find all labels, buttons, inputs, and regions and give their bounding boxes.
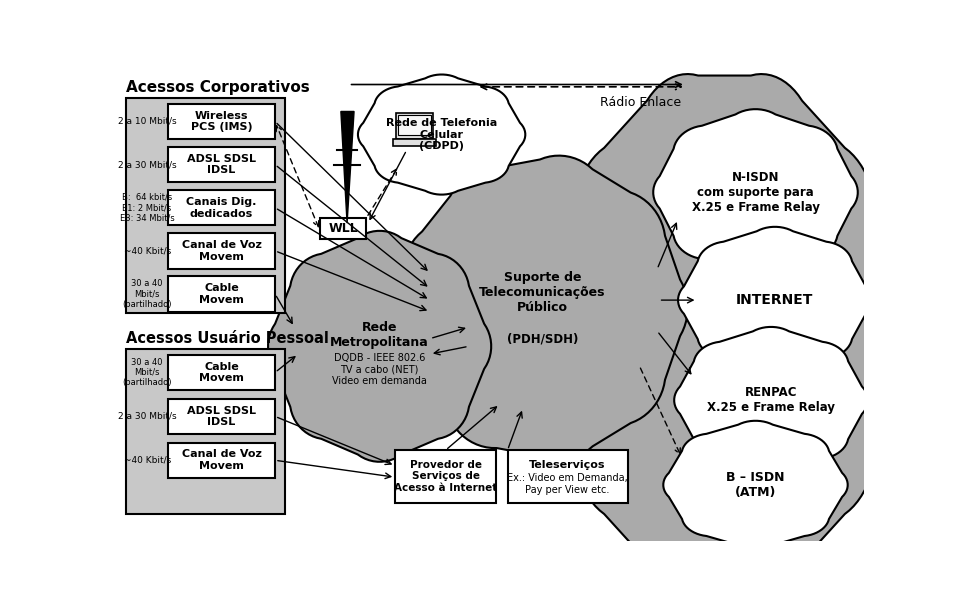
Polygon shape	[549, 74, 900, 588]
Text: ADSL SDSL
IDSL: ADSL SDSL IDSL	[187, 406, 256, 427]
Text: Cable
Movem: Cable Movem	[199, 283, 244, 305]
Text: RENPAC
X.25 e Frame Relay: RENPAC X.25 e Frame Relay	[707, 386, 835, 414]
Polygon shape	[403, 156, 687, 460]
Text: B – ISDN
(ATM): B – ISDN (ATM)	[727, 471, 784, 499]
Polygon shape	[663, 421, 848, 549]
Text: Acessos Corporativos: Acessos Corporativos	[126, 80, 310, 94]
Text: 2 a 30 Mbit/s: 2 a 30 Mbit/s	[118, 160, 177, 169]
FancyBboxPatch shape	[168, 104, 275, 139]
Text: ~40 Kbit/s: ~40 Kbit/s	[124, 456, 171, 465]
Text: Rede de Telefonia
Celular
(CDPD): Rede de Telefonia Celular (CDPD)	[386, 118, 497, 151]
Polygon shape	[358, 75, 525, 195]
FancyBboxPatch shape	[398, 116, 431, 136]
Text: 2 a 30 Mbit/s: 2 a 30 Mbit/s	[118, 412, 177, 421]
Text: Wireless
PCS (IMS): Wireless PCS (IMS)	[191, 111, 252, 133]
Polygon shape	[678, 227, 872, 373]
Text: Acessos Usuário Pessoal: Acessos Usuário Pessoal	[126, 331, 329, 345]
Text: INTERNET: INTERNET	[736, 293, 813, 307]
Text: 2 a 10 Mbit/s: 2 a 10 Mbit/s	[118, 117, 177, 126]
FancyBboxPatch shape	[396, 113, 433, 139]
FancyBboxPatch shape	[126, 98, 285, 313]
Text: Canal de Voz
Movem: Canal de Voz Movem	[181, 449, 261, 471]
FancyBboxPatch shape	[168, 276, 275, 312]
FancyBboxPatch shape	[168, 147, 275, 182]
Text: N-ISDN
com suporte para
X.25 e Frame Relay: N-ISDN com suporte para X.25 e Frame Rel…	[691, 171, 820, 214]
Text: WLL: WLL	[328, 222, 358, 235]
Text: DQDB - IEEE 802.6
TV a cabo (NET)
Video em demanda: DQDB - IEEE 802.6 TV a cabo (NET) Video …	[332, 353, 427, 386]
FancyBboxPatch shape	[168, 233, 275, 269]
Text: 30 a 40
Mbit/s
(partilhado): 30 a 40 Mbit/s (partilhado)	[122, 279, 172, 309]
Text: B:  64 kbit/s
E1: 2 Mbit/s
E3: 34 Mbit/s: B: 64 kbit/s E1: 2 Mbit/s E3: 34 Mbit/s	[120, 193, 175, 223]
Text: Cable
Movem: Cable Movem	[199, 362, 244, 383]
Text: Ex.: Video em Demanda,
Pay per View etc.: Ex.: Video em Demanda, Pay per View etc.	[507, 474, 628, 495]
Text: Suporte de
Telecomunicações
Público: Suporte de Telecomunicações Público	[479, 271, 606, 314]
FancyBboxPatch shape	[168, 443, 275, 478]
Text: ~40 Kbit/s: ~40 Kbit/s	[124, 246, 171, 255]
FancyBboxPatch shape	[508, 451, 628, 503]
FancyBboxPatch shape	[126, 348, 285, 514]
Polygon shape	[341, 111, 354, 223]
Text: ADSL SDSL
IDSL: ADSL SDSL IDSL	[187, 154, 256, 175]
Polygon shape	[653, 109, 857, 275]
Polygon shape	[674, 327, 868, 474]
Text: Canais Dig.
dedicados: Canais Dig. dedicados	[186, 197, 256, 218]
Text: Teleserviços: Teleserviços	[529, 460, 606, 469]
Text: Provedor de
Serviços de
Acesso à Internet: Provedor de Serviços de Acesso à Interne…	[394, 460, 497, 493]
Text: Rádio Enlace: Rádio Enlace	[601, 96, 682, 109]
FancyBboxPatch shape	[393, 139, 436, 146]
FancyBboxPatch shape	[396, 451, 496, 503]
Text: Rede
Metropolitana: Rede Metropolitana	[330, 321, 429, 349]
FancyBboxPatch shape	[168, 190, 275, 226]
FancyBboxPatch shape	[168, 355, 275, 390]
Polygon shape	[268, 231, 492, 461]
Text: 30 a 40
Mbit/s
(partilhado): 30 a 40 Mbit/s (partilhado)	[122, 358, 172, 387]
FancyBboxPatch shape	[320, 218, 367, 240]
Text: Canal de Voz
Movem: Canal de Voz Movem	[181, 240, 261, 261]
Text: (PDH/SDH): (PDH/SDH)	[507, 332, 578, 345]
FancyBboxPatch shape	[168, 399, 275, 434]
